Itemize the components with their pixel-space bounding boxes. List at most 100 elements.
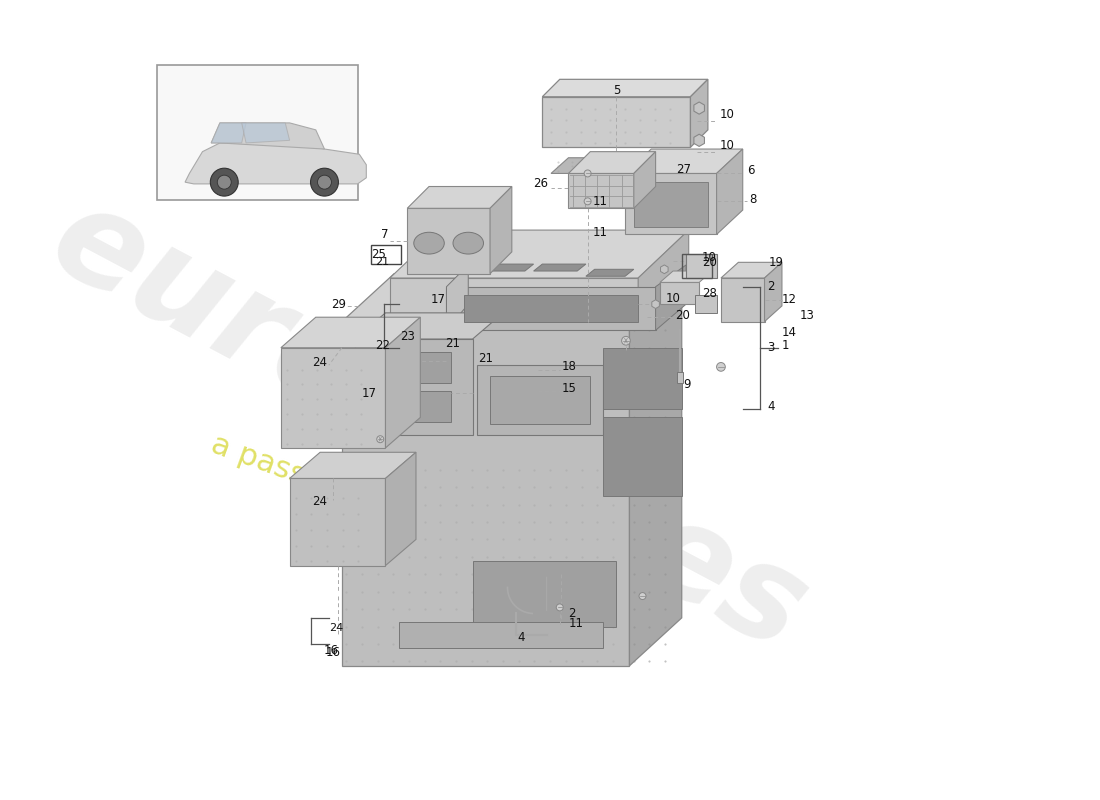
Text: 20: 20	[674, 309, 690, 322]
Text: 26: 26	[534, 178, 549, 190]
Circle shape	[584, 198, 591, 205]
Text: 18: 18	[561, 360, 576, 374]
Text: 24: 24	[312, 356, 327, 369]
Circle shape	[210, 168, 239, 196]
Polygon shape	[211, 123, 246, 143]
Polygon shape	[211, 123, 324, 149]
Polygon shape	[411, 391, 451, 422]
Text: 17: 17	[430, 294, 446, 306]
Text: 5: 5	[613, 84, 620, 97]
Polygon shape	[385, 318, 420, 448]
Circle shape	[377, 436, 384, 442]
Text: 2: 2	[767, 280, 774, 294]
Polygon shape	[634, 152, 656, 208]
Polygon shape	[342, 322, 629, 666]
Text: 11: 11	[569, 618, 583, 630]
Polygon shape	[551, 158, 673, 174]
Text: 4: 4	[517, 630, 525, 643]
Polygon shape	[660, 265, 668, 274]
Polygon shape	[691, 79, 708, 147]
Polygon shape	[368, 391, 407, 422]
Polygon shape	[185, 143, 366, 184]
Polygon shape	[447, 265, 469, 330]
Polygon shape	[603, 348, 682, 409]
Polygon shape	[242, 123, 289, 143]
Text: eurospares: eurospares	[31, 174, 827, 678]
Circle shape	[716, 362, 725, 371]
Polygon shape	[695, 295, 716, 313]
Text: 8: 8	[750, 193, 757, 206]
Polygon shape	[407, 208, 490, 274]
Bar	[157, 65, 358, 199]
Polygon shape	[411, 352, 451, 382]
Text: 15: 15	[561, 382, 576, 395]
Polygon shape	[652, 300, 659, 309]
Text: 1: 1	[782, 339, 790, 353]
Text: 24: 24	[312, 495, 327, 509]
Polygon shape	[289, 452, 416, 478]
Text: 4: 4	[767, 399, 774, 413]
Text: 11: 11	[593, 195, 608, 208]
Polygon shape	[389, 278, 638, 322]
Polygon shape	[289, 478, 385, 566]
Text: 9: 9	[683, 378, 691, 391]
Circle shape	[218, 175, 231, 189]
Polygon shape	[686, 254, 716, 278]
Polygon shape	[629, 274, 682, 666]
Polygon shape	[638, 230, 689, 322]
Circle shape	[318, 175, 331, 189]
Text: 10: 10	[667, 291, 681, 305]
Text: a passion for parts since 1985: a passion for parts since 1985	[208, 430, 651, 614]
Text: 3: 3	[767, 342, 774, 354]
Polygon shape	[482, 264, 534, 271]
Text: 28: 28	[702, 287, 717, 300]
Polygon shape	[385, 452, 416, 566]
Polygon shape	[447, 286, 656, 330]
Polygon shape	[542, 79, 708, 97]
Text: 12: 12	[782, 294, 796, 306]
Polygon shape	[490, 186, 512, 274]
Polygon shape	[676, 372, 683, 382]
Polygon shape	[411, 262, 482, 270]
Bar	[371, 245, 402, 264]
Text: 21: 21	[375, 258, 389, 267]
Polygon shape	[716, 149, 742, 234]
Text: 10: 10	[702, 251, 717, 265]
Polygon shape	[569, 152, 656, 174]
Polygon shape	[764, 262, 782, 322]
Text: 19: 19	[769, 256, 784, 269]
Text: 20: 20	[702, 256, 716, 269]
Polygon shape	[569, 174, 634, 208]
Text: 11: 11	[593, 226, 608, 239]
Polygon shape	[586, 270, 634, 276]
Polygon shape	[542, 97, 691, 147]
Polygon shape	[625, 149, 742, 174]
Polygon shape	[603, 418, 682, 496]
Polygon shape	[473, 562, 616, 626]
Text: 7: 7	[381, 228, 388, 241]
Polygon shape	[660, 282, 700, 304]
Polygon shape	[720, 262, 782, 278]
Text: 24: 24	[329, 623, 343, 634]
Polygon shape	[280, 348, 385, 448]
Text: 10: 10	[719, 139, 734, 152]
Text: 17: 17	[362, 386, 377, 399]
Polygon shape	[342, 274, 682, 322]
Circle shape	[310, 168, 339, 196]
Polygon shape	[389, 230, 689, 278]
Polygon shape	[355, 339, 473, 435]
Circle shape	[621, 336, 630, 345]
Text: 16: 16	[326, 646, 341, 659]
Polygon shape	[720, 278, 764, 322]
Text: 21: 21	[444, 337, 460, 350]
Circle shape	[557, 604, 563, 611]
Polygon shape	[656, 265, 686, 330]
Polygon shape	[625, 174, 716, 234]
Text: 10: 10	[719, 108, 734, 121]
Text: 29: 29	[331, 298, 346, 310]
Text: 13: 13	[800, 309, 814, 322]
Polygon shape	[694, 134, 704, 146]
Polygon shape	[660, 271, 712, 282]
Ellipse shape	[414, 232, 444, 254]
Ellipse shape	[453, 232, 484, 254]
